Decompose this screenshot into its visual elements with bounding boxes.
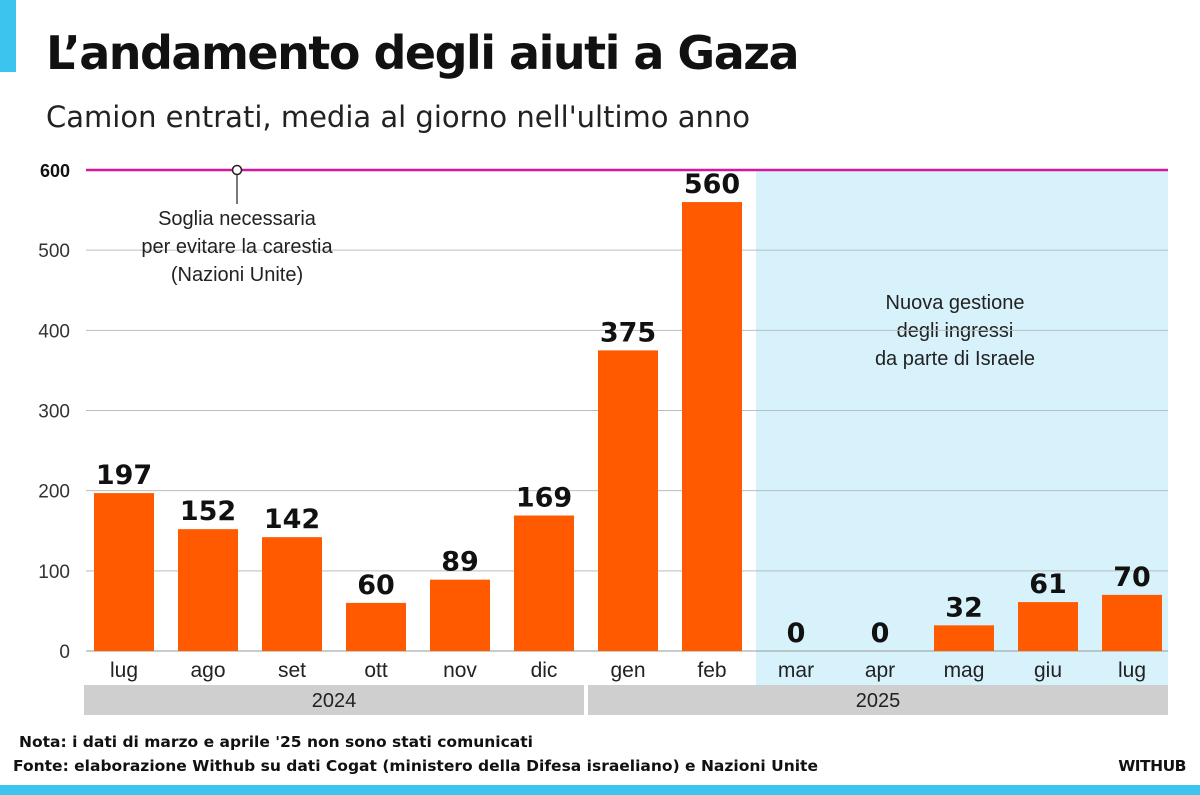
bar-value-label: 152 [180,496,236,527]
bar [682,202,742,652]
x-tick-label: mag [944,659,985,682]
bar-value-label: 0 [871,618,890,649]
y-tick-label: 400 [38,321,70,342]
x-tick-label: ott [364,659,388,682]
bar [430,579,490,651]
chart-title: L’andamento degli aiuti a Gaza [46,26,800,80]
bar-value-label: 89 [441,547,479,578]
threshold-label-line: (Nazioni Unite) [171,264,303,286]
y-tick-label: 600 [40,161,70,181]
year-band [588,685,1168,715]
threshold-label-line: per evitare la carestia [141,236,333,258]
bar [346,602,406,651]
bar-value-label: 70 [1113,562,1151,593]
bar [598,350,658,651]
x-tick-label: nov [443,659,477,682]
bar [94,493,154,651]
bar-value-label: 375 [600,317,656,348]
x-tick-label: set [278,659,306,682]
bar-value-label: 61 [1029,569,1067,600]
x-tick-label: mar [778,659,814,682]
x-tick-label: giu [1034,659,1062,682]
bar-value-label: 197 [96,460,152,491]
bar [1102,594,1162,651]
x-tick-label: ago [190,659,225,682]
bar-value-label: 142 [264,504,320,535]
x-tick-label: lug [1118,659,1146,682]
year-label: 2025 [856,690,901,712]
y-tick-label: 300 [38,402,70,423]
bar [514,515,574,651]
y-tick-label: 100 [38,562,70,583]
x-tick-label: feb [697,659,726,682]
highlight-label: Nuova gestione degli ingressi da parte di … [875,292,1035,370]
y-tick-label: 500 [38,241,70,262]
x-tick-label: dic [531,659,558,682]
bar [262,537,322,651]
y-tick-label: 0 [59,642,70,663]
year-label: 2024 [312,690,357,712]
bar-chart: Nuova gestione degli ingressi da parte di … [38,161,1168,715]
bar-value-label: 0 [787,618,806,649]
bar-value-label: 169 [516,483,572,514]
footnote: Nota: i dati di marzo e aprile '25 non s… [19,733,533,751]
accent-bar [0,0,16,72]
highlight-region [756,170,1168,685]
bar-value-label: 60 [357,570,395,601]
brand-logo: WITHUB [1118,757,1186,775]
threshold-label-line: Soglia necessaria [158,208,317,230]
highlight-label-line: degli ingressi [897,320,1014,342]
source-note: Fonte: elaborazione Withub su dati Cogat… [13,757,818,775]
y-tick-label: 200 [38,482,70,503]
threshold-label: Soglia necessaria per evitare la carestia… [141,208,333,286]
bottom-strip [0,785,1200,795]
year-band [84,685,584,715]
x-tick-label: apr [865,659,895,682]
highlight-label-line: Nuova gestione [886,292,1025,314]
x-tick-label: lug [110,659,138,682]
bar [934,625,994,651]
chart-subtitle: Camion entrati, media al giorno nell'ult… [46,100,751,134]
bar [1018,602,1078,651]
bar [178,529,238,651]
highlight-label-line: da parte di Israele [875,348,1035,370]
bar-value-label: 32 [945,592,983,623]
x-tick-label: gen [610,659,645,682]
bar-value-label: 560 [684,169,740,200]
threshold-marker [231,164,243,176]
